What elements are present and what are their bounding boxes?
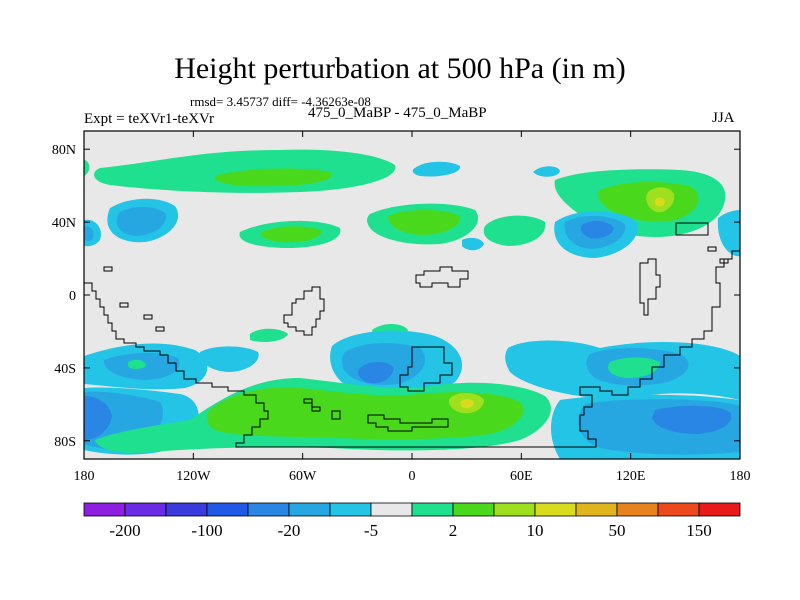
plot-title: Height perturbation at 500 hPa (in m) xyxy=(174,52,626,85)
colorbar-swatch xyxy=(657,502,700,517)
colorbar-label: -5 xyxy=(364,521,378,540)
colorbar-label: -100 xyxy=(191,521,222,540)
colorbar-swatch xyxy=(411,502,454,517)
coastline-africa-west xyxy=(283,286,325,336)
coastline-island xyxy=(103,266,113,272)
colorbar-swatch xyxy=(534,502,577,517)
colorbar-label: 2 xyxy=(449,521,458,540)
positive-anomaly-region xyxy=(655,197,665,207)
negative-anomaly-region xyxy=(199,346,259,372)
colorbar-swatch xyxy=(698,502,741,517)
colorbar-label: 150 xyxy=(686,521,712,540)
coastline-asia-east xyxy=(639,258,661,316)
positive-anomaly-region xyxy=(608,357,660,378)
colorbar-swatch xyxy=(206,502,249,517)
colorbar-swatch xyxy=(288,502,331,517)
coastline-southern-ridge xyxy=(367,414,449,432)
negative-anomaly-region xyxy=(652,405,732,434)
positive-anomaly-region xyxy=(250,328,288,342)
colorbar-label: -20 xyxy=(278,521,301,540)
x-tick-label: 60W xyxy=(289,469,317,484)
positive-anomaly-region xyxy=(483,215,546,246)
colorbar-swatch xyxy=(493,502,536,517)
coastline-island xyxy=(331,410,341,420)
colorbar-label: 10 xyxy=(527,521,544,540)
coastline-atlantic-shelf xyxy=(399,346,453,392)
colorbar-swatch xyxy=(575,502,618,517)
x-tick-label: 0 xyxy=(409,469,416,484)
positive-anomaly-region xyxy=(128,359,146,369)
y-tick-label: 80S xyxy=(54,435,76,450)
contour-field xyxy=(84,149,740,459)
colorbar-swatch xyxy=(83,502,126,517)
colorbar-label: -200 xyxy=(109,521,140,540)
colorbar-label: 50 xyxy=(609,521,626,540)
y-tick-label: 80N xyxy=(52,143,76,158)
colorbar-swatch xyxy=(370,502,413,517)
positive-anomaly-region xyxy=(84,160,90,176)
season-label: JJA xyxy=(712,110,735,126)
positive-anomaly-region xyxy=(388,210,461,235)
colorbar-swatch xyxy=(124,502,167,517)
x-tick-label: 180 xyxy=(730,469,751,484)
coastline-island xyxy=(155,326,165,332)
colorbar-swatch xyxy=(165,502,208,517)
subtitle: 475_0_MaBP - 475_0_MaBP xyxy=(308,105,487,121)
negative-anomaly-region xyxy=(84,396,112,440)
stats-text: rmsd= 3.45737 diff= -4.36263e-08 xyxy=(190,94,371,109)
coastline-island xyxy=(119,302,129,308)
coastline-americas xyxy=(84,282,420,448)
coastline-island xyxy=(719,258,729,264)
coastline-island xyxy=(303,398,321,412)
x-tick-label: 180 xyxy=(74,469,95,484)
positive-anomaly-region xyxy=(214,168,332,187)
colorbar-swatch xyxy=(616,502,659,517)
negative-anomaly-region xyxy=(462,237,484,251)
colorbar-swatch xyxy=(329,502,372,517)
experiment-label: Expt = teXVr1-teXVr xyxy=(84,111,214,127)
y-tick-label: 40S xyxy=(54,362,76,377)
positive-anomaly-region xyxy=(460,399,474,409)
positive-anomaly-region xyxy=(260,226,322,243)
negative-anomaly-region xyxy=(358,362,394,384)
coastline-africa-eurasia xyxy=(420,250,740,448)
x-tick-label: 60E xyxy=(510,469,533,484)
negative-anomaly-region xyxy=(412,161,461,177)
y-tick-label: 0 xyxy=(69,289,76,304)
negative-anomaly-region xyxy=(116,206,167,236)
x-tick-label: 120E xyxy=(616,469,646,484)
negative-anomaly-region xyxy=(533,166,560,177)
x-axis: 180 120W 60W 0 60E 120E 180 xyxy=(74,131,751,484)
coastlines xyxy=(84,222,740,448)
y-tick-label: 40N xyxy=(52,216,76,231)
coastline-asia-north xyxy=(415,266,469,288)
coastline-island xyxy=(143,314,153,320)
negative-anomaly-region xyxy=(580,220,614,239)
coastline-japan xyxy=(675,222,709,236)
negative-anomaly-region xyxy=(717,210,740,257)
negative-anomaly-region xyxy=(84,226,94,241)
coastline-island xyxy=(707,246,717,252)
positive-anomaly-region xyxy=(206,387,524,440)
x-tick-label: 120W xyxy=(176,469,211,484)
colorbar: -200 -100 -20 -5 2 10 50 150 xyxy=(83,502,741,540)
colorbar-swatch xyxy=(247,502,290,517)
colorbar-swatch xyxy=(452,502,495,517)
y-axis: 80N 40N 0 40S 80S xyxy=(52,143,740,450)
